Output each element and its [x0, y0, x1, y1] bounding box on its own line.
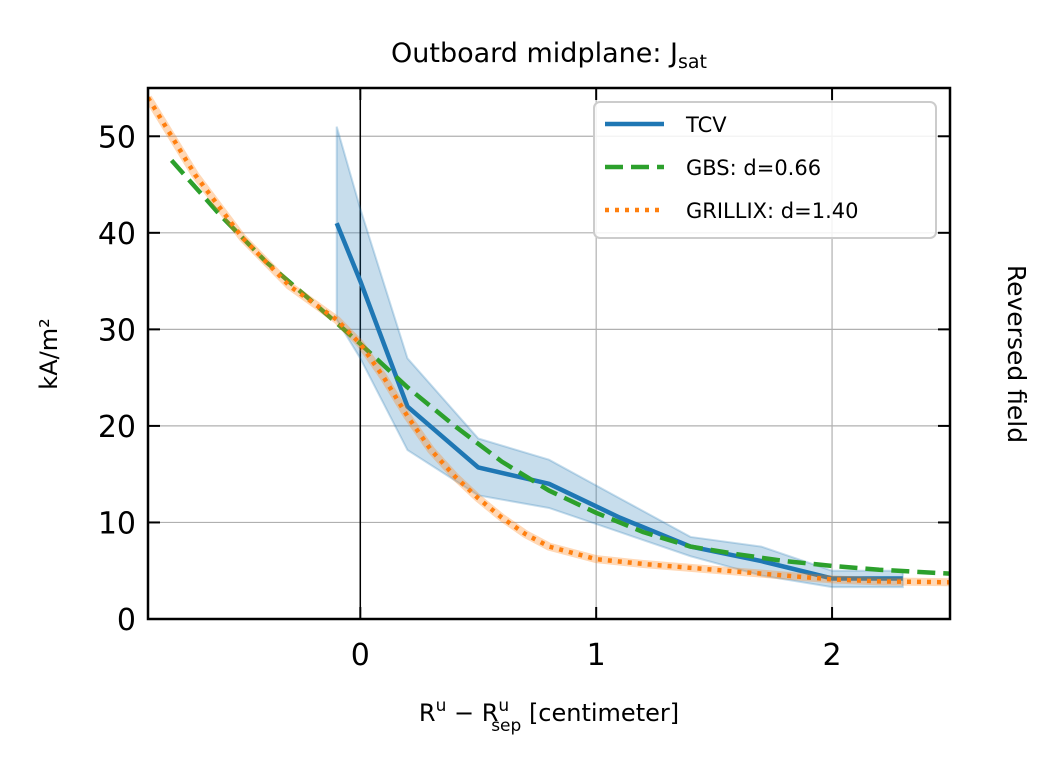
y-tick-label-4: 40 — [98, 217, 136, 252]
y-tick-label-1: 10 — [98, 506, 136, 541]
right-side-label: Reversed field — [1002, 265, 1031, 443]
series-layer — [148, 95, 950, 589]
y-axis-label: kA/m² — [35, 318, 63, 389]
legend-label-1: GBS: d=0.66 — [686, 156, 821, 180]
series-halo-2 — [148, 95, 950, 587]
x-label-r2-sup: u — [498, 696, 509, 716]
x-label-r1-sup: u — [436, 696, 447, 716]
plot-frame — [146, 86, 952, 621]
x-tick-label-0: 0 — [351, 638, 370, 673]
chart-title-main: Outboard midplane: J — [391, 38, 678, 69]
y-tick-label-0: 0 — [117, 603, 136, 638]
x-axis-label: Ru − Ru sep [centimeter] — [419, 696, 679, 736]
y-tick-label-3: 30 — [98, 313, 136, 348]
x-label-r1: R — [419, 699, 436, 727]
legend-label-0: TCV — [685, 113, 727, 137]
series-band-0 — [335, 126, 904, 589]
x-tick-label-1: 1 — [587, 638, 606, 673]
legend-label-2: GRILLIX: d=1.40 — [686, 199, 858, 223]
y-tick-label-2: 20 — [98, 410, 136, 445]
x-label-r2: R — [482, 699, 499, 727]
y-tick-label-5: 50 — [98, 120, 136, 155]
series-line-0 — [334, 222, 903, 581]
chart-title: Outboard midplane: Jsat — [391, 38, 707, 73]
x-label-unit: [centimeter] — [521, 699, 679, 727]
series-line-1 — [169, 158, 950, 576]
x-tick-label-2: 2 — [823, 638, 842, 673]
legend: TCV GBS: d=0.66 GRILLIX: d=1.40 — [593, 101, 937, 239]
x-label-r2-sub: sep — [491, 716, 521, 736]
x-label-minus: − — [446, 699, 481, 727]
chart-title-subscript: sat — [678, 51, 707, 73]
legend-box — [593, 101, 937, 239]
